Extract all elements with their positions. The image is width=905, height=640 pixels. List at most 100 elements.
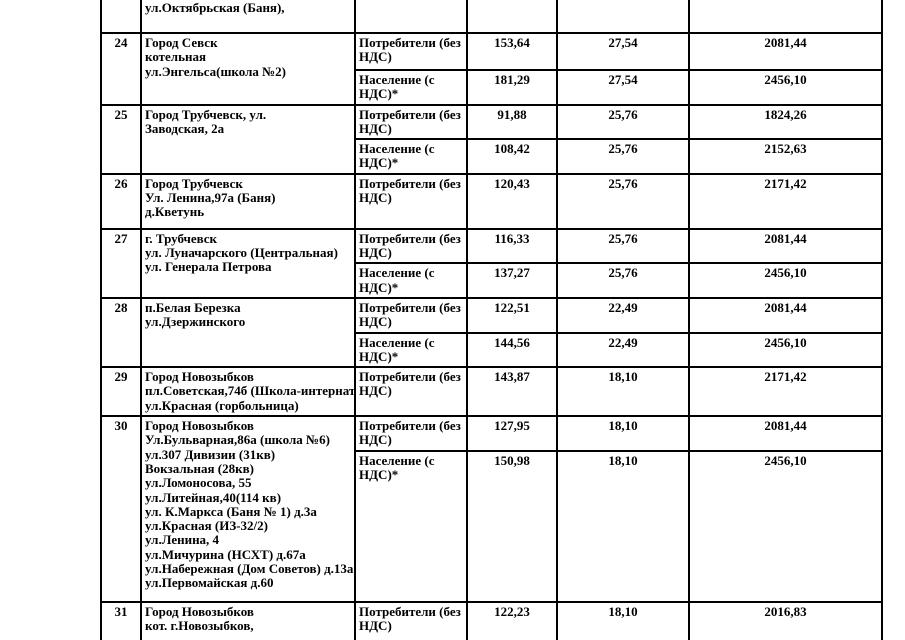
- location-line: Заводская, 2а: [145, 120, 225, 136]
- value-2-cell: 18,10: [556, 449, 690, 603]
- location-line: ул.Литейная,40(114 кв): [145, 489, 282, 505]
- table-row: ул.Октябрьская (Баня),: [100, 0, 883, 34]
- value-3-cell: 2016,83: [688, 600, 883, 640]
- value-1-cell: 122,23: [466, 600, 558, 640]
- location-line: Ул. Ленина,97а (Баня): [145, 190, 276, 206]
- table-row: 25 Город Трубчевск, ул. Заводская, 2а Потре…: [100, 103, 883, 175]
- value-1-cell: 120,43: [466, 172, 558, 230]
- value-2-cell: 25,76: [556, 172, 690, 230]
- consumer-type-cell: Потребители (без НДС): [354, 172, 468, 230]
- tariff-table: ул.Октябрьская (Баня), 24 Город Севск котел…: [100, 0, 883, 640]
- tariff-table-body: ул.Октябрьская (Баня), 24 Город Севск котел…: [100, 0, 883, 640]
- location-line: ул.Дзержинского: [145, 314, 246, 330]
- value-3-cell: [688, 0, 883, 34]
- consumer-type-cell: Население (с НДС)*: [354, 331, 468, 369]
- value-1-cell: 127,95: [466, 415, 558, 452]
- location-line: ул.Ломоносова, 55: [145, 475, 252, 491]
- value-2-cell: 27,54: [556, 69, 690, 106]
- consumer-type-cell: Потребители (без НДС): [354, 32, 468, 71]
- value-1-cell: 181,29: [466, 69, 558, 106]
- value-1-cell: 137,27: [466, 262, 558, 299]
- table-row: 28 п.Белая Березка ул.Дзержинского Потребит…: [100, 296, 883, 369]
- location-line: ул. К.Маркса (Баня № 1) д.3а: [145, 503, 317, 519]
- location-line: Город Новозыбков: [145, 418, 254, 434]
- row-number: 27: [100, 227, 142, 299]
- consumer-type-cell: [354, 0, 468, 34]
- consumer-type-cell: Потребители (без НДС): [354, 366, 468, 418]
- table-row: Население (с НДС)* 150,98 18,10 2456,10: [101, 449, 883, 603]
- value-3-cell: 2081,44: [688, 32, 883, 71]
- value-1-cell: 116,33: [466, 227, 558, 265]
- value-1-cell: 108,42: [466, 138, 558, 175]
- value-2-cell: 25,76: [556, 227, 690, 265]
- consumer-type-cell: Население (с НДС)*: [354, 69, 468, 106]
- location-cell: ул.Октябрьская (Баня),: [140, 0, 356, 34]
- value-3-cell: 2456,10: [688, 449, 883, 603]
- location-line: ул.Набережная (Дом Советов) д.13а: [145, 561, 354, 577]
- location-line: пл.Советская,74б (Школа-интернат): [145, 383, 355, 399]
- value-1-cell: 122,51: [466, 296, 558, 334]
- location-cell: Город Новозыбков Ул.Бульварная,86а (школа…: [140, 415, 356, 603]
- value-3-cell: 2152,63: [688, 138, 883, 175]
- value-2-cell: 22,49: [556, 296, 690, 334]
- location-cell: Город Трубчевск, ул. Заводская, 2а: [140, 103, 356, 175]
- consumer-type-cell: Население (с НДС)*: [354, 262, 468, 299]
- value-2-cell: 27,54: [556, 32, 690, 71]
- consumer-type-cell: Потребители (без НДС): [354, 296, 468, 334]
- value-2-cell: 25,76: [556, 262, 690, 299]
- row-number: 25: [100, 103, 142, 175]
- table-row: 30 Город Новозыбков Ул.Бульварная,86а (шко…: [100, 415, 883, 603]
- value-3-cell: 2456,10: [688, 69, 883, 106]
- location-line: ул. Генерала Петрова: [145, 259, 272, 275]
- location-line: ул.Мичурина (НСХТ) д.67а: [145, 546, 306, 562]
- table-row: Население (с НДС)* 144,56 22,49 2456,10: [101, 331, 883, 369]
- value-1-cell: 144,56: [466, 331, 558, 369]
- table-row: 24 Город Севск котельная ул.Энгельса(школа …: [100, 32, 883, 106]
- location-line: ул.Ленина, 4: [145, 532, 220, 548]
- location-line: котельная: [145, 49, 206, 65]
- location-line: д.Кветунь: [145, 204, 205, 220]
- location-line: ул.Энгельса(школа №2): [145, 63, 287, 79]
- value-2-cell: [556, 0, 690, 34]
- consumer-type-cell: Потребители (без НДС): [354, 600, 468, 640]
- table-row: 31 Город Новозыбков кот. г.Новозыбков, Потр…: [100, 600, 883, 640]
- row-number: 29: [100, 366, 142, 418]
- consumer-type-cell: Население (с НДС)*: [354, 449, 468, 603]
- table-row: Население (с НДС)* 108,42 25,76 2152,63: [101, 138, 883, 175]
- consumer-type-cell: Потребители (без НДС): [354, 227, 468, 265]
- location-line: г. Трубчевск: [145, 230, 218, 246]
- value-3-cell: 1824,26: [688, 103, 883, 141]
- location-line: Город Трубчевск: [145, 175, 243, 191]
- location-cell: г. Трубчевск ул. Луначарского (Центральна…: [140, 227, 356, 299]
- value-3-cell: 2456,10: [688, 331, 883, 369]
- table-row: Население (с НДС)* 137,27 25,76 2456,10: [101, 262, 883, 299]
- location-cell: п.Белая Березка ул.Дзержинского: [140, 296, 356, 369]
- location-cell: Город Севск котельная ул.Энгельса(школа №2…: [140, 32, 356, 106]
- value-1-cell: 153,64: [466, 32, 558, 71]
- location-line: ул.Первомайская д.60: [145, 575, 274, 591]
- table-row: Население (с НДС)* 181,29 27,54 2456,10: [101, 69, 883, 106]
- row-number: [100, 0, 142, 34]
- value-1-cell: 91,88: [466, 103, 558, 141]
- row-number: 30: [100, 415, 142, 603]
- location-line: ул.307 Дивизии (31кв): [145, 446, 276, 462]
- location-line: Город Новозыбков: [145, 369, 254, 385]
- table-row: 26 Город Трубчевск Ул. Ленина,97а (Баня) д.…: [100, 172, 883, 230]
- value-3-cell: 2171,42: [688, 366, 883, 418]
- row-number: 24: [100, 32, 142, 106]
- value-2-cell: 25,76: [556, 103, 690, 141]
- value-2-cell: 25,76: [556, 138, 690, 175]
- location-cell: Город Новозыбков кот. г.Новозыбков,: [140, 600, 356, 640]
- value-3-cell: 2456,10: [688, 262, 883, 299]
- value-1-cell: 143,87: [466, 366, 558, 418]
- location-line: п.Белая Березка: [145, 299, 241, 315]
- consumer-type-cell: Потребители (без НДС): [354, 415, 468, 452]
- table-row: 27 г. Трубчевск ул. Луначарского (Централь…: [100, 227, 883, 299]
- consumer-type-cell: Население (с НДС)*: [354, 138, 468, 175]
- location-line: ул.Красная (горбольница): [145, 397, 299, 413]
- value-3-cell: 2081,44: [688, 415, 883, 452]
- row-number: 31: [100, 600, 142, 640]
- location-line: ул.Октябрьская (Баня),: [145, 0, 285, 15]
- value-1-cell: [466, 0, 558, 34]
